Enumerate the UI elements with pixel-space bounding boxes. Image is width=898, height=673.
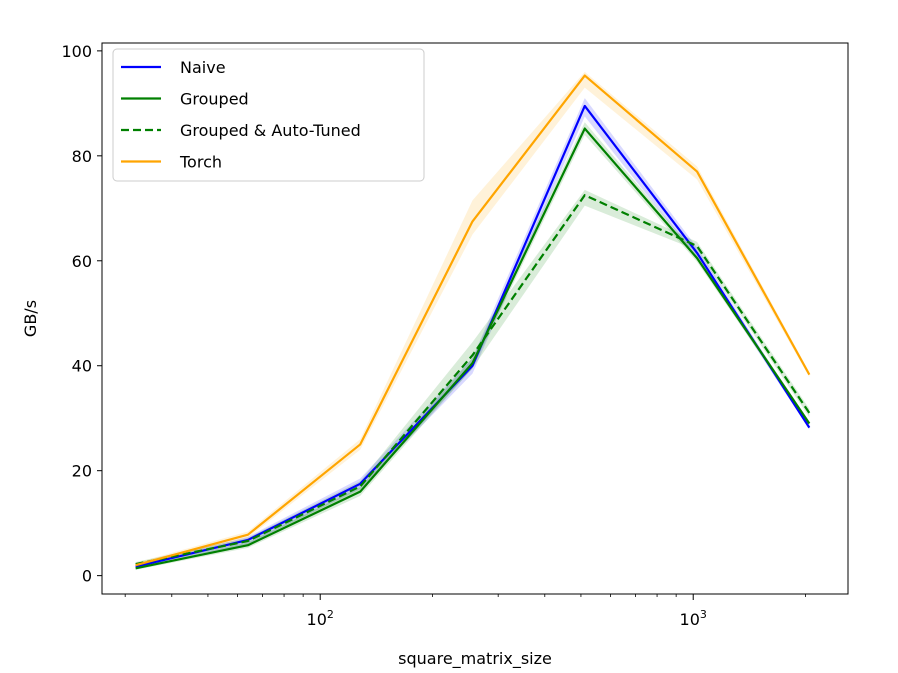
series-line-2 <box>135 194 811 566</box>
legend-label: Naive <box>180 58 226 77</box>
x-axis-label: square_matrix_size <box>398 649 552 669</box>
y-axis: 0 20 40 60 80 100 <box>61 42 102 586</box>
legend-label: Grouped <box>180 90 249 109</box>
x-tick-label: 103 <box>680 608 707 629</box>
series-lines <box>135 74 811 570</box>
y-tick-label: 0 <box>82 567 92 586</box>
y-tick-label: 40 <box>72 357 92 376</box>
legend-label: Grouped & Auto-Tuned <box>180 121 361 140</box>
y-axis-label: GB/s <box>21 300 40 337</box>
series-line-1 <box>135 127 811 570</box>
legend: Naive Grouped Grouped & Auto-Tuned Torch <box>112 48 425 182</box>
x-tick-label: 102 <box>307 608 334 629</box>
x-axis: 102 103 <box>124 594 806 629</box>
plot-frame <box>101 42 849 595</box>
legend-label: Torch <box>179 153 222 172</box>
y-tick-label: 80 <box>72 147 92 166</box>
y-tick-label: 100 <box>61 42 92 61</box>
y-tick-label: 20 <box>72 462 92 481</box>
legend-box <box>112 48 425 182</box>
y-tick-label: 60 <box>72 252 92 271</box>
series-line-3 <box>135 74 811 567</box>
